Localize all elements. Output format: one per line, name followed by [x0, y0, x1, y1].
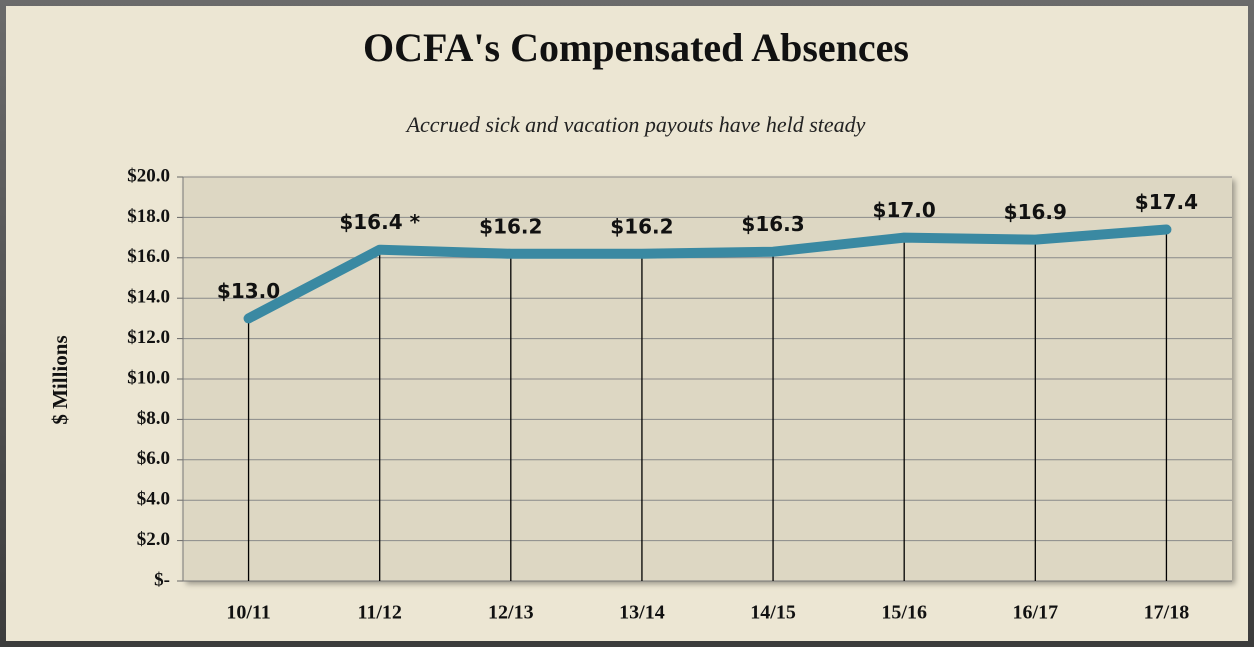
x-tick-label: 12/13 — [488, 602, 534, 624]
data-label: $16.3 — [741, 212, 804, 236]
y-tick-label: $2.0 — [137, 529, 170, 550]
y-tick-label: $8.0 — [137, 408, 170, 429]
y-tick-label: $14.0 — [127, 287, 170, 308]
data-label: $17.0 — [873, 198, 936, 222]
x-tick-label: 10/11 — [226, 602, 270, 624]
data-label: $16.4 * — [339, 210, 420, 234]
y-tick-label: $20.0 — [127, 165, 170, 186]
x-tick-label: 15/16 — [881, 602, 927, 624]
y-tick-label: $- — [154, 569, 170, 590]
data-label: $13.0 — [217, 279, 280, 303]
y-tick-label: $6.0 — [137, 448, 170, 469]
y-tick-label: $18.0 — [127, 206, 170, 227]
chart-title: OCFA's Compensated Absences — [363, 25, 909, 70]
x-tick-label: 11/12 — [357, 602, 401, 624]
line — [243, 224, 1172, 324]
data-label: $16.2 — [479, 214, 542, 238]
data-label: $16.2 — [610, 214, 673, 238]
x-tick-label: 14/15 — [750, 602, 796, 624]
data-label: $16.9 — [1004, 200, 1067, 224]
x-tick-label: 17/18 — [1144, 602, 1190, 624]
y-tick-label: $16.0 — [127, 246, 170, 267]
x-tick-label: 16/17 — [1013, 602, 1059, 624]
x-tick-label: 13/14 — [619, 602, 665, 624]
y-tick-label: $10.0 — [127, 367, 170, 388]
data-label: $17.4 — [1135, 190, 1198, 214]
chart-subtitle: Accrued sick and vacation payouts have h… — [405, 112, 866, 137]
y-axis-label: $ Millions — [48, 335, 72, 424]
y-tick-label: $4.0 — [137, 489, 170, 510]
y-tick-label: $12.0 — [127, 327, 170, 348]
